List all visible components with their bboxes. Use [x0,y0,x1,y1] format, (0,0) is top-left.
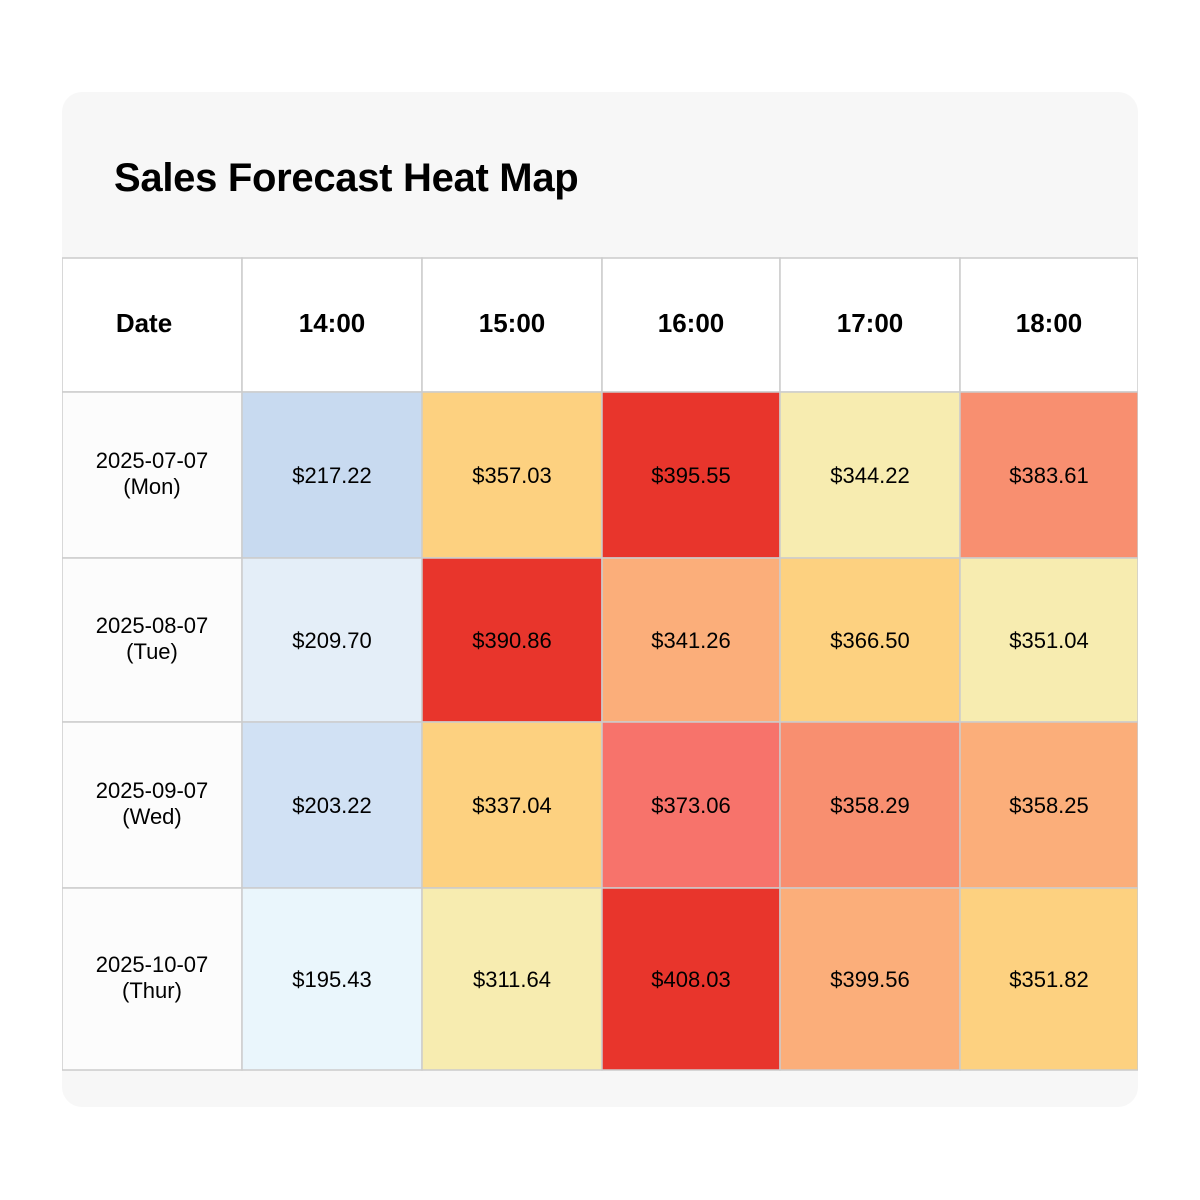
heatmap-cell [421,391,603,559]
date-cell [62,391,243,559]
column-label: 16:00 [658,308,725,338]
date-cell [62,557,243,723]
header-cell-1800 [959,257,1138,393]
date-label: 2025-08-07 [96,613,209,638]
day-label: (Mon) [123,474,180,499]
cell-value-label: $209.70 [292,628,372,653]
heatmap-grid: Date 14:00 15:00 16:00 17:00 18:002025-07-07(… [62,257,1138,1071]
date-label: 2025-07-07 [96,448,209,473]
cell-value-label: $351.04 [1009,628,1089,653]
date-cell [62,721,243,889]
column-label: 18:00 [1016,308,1083,338]
heatmap-cell [601,557,781,723]
cell-value-label: $357.03 [472,463,552,488]
column-label: 17:00 [837,308,904,338]
chart-card: Sales Forecast Heat Map Date 14:00 15:00 16… [62,92,1138,1107]
heatmap-cell [241,391,423,559]
cell-value-label: $390.86 [472,628,552,653]
cell-value-label: $344.22 [830,463,910,488]
cell-value-label: $395.55 [651,463,731,488]
cell-value-label: $217.22 [292,463,372,488]
heatmap-cell [241,721,423,889]
cell-value-label: $311.64 [473,967,551,992]
cell-value-label: $358.25 [1009,793,1089,818]
cell-value-label: $366.50 [830,628,910,653]
row-header-label: Date [116,308,172,338]
cell-value-label: $399.56 [830,967,910,992]
date-label: 2025-09-07 [96,778,209,803]
cell-value-label: $337.04 [472,793,552,818]
cell-value-label: $351.82 [1009,967,1089,992]
date-label: 2025-10-07 [96,952,209,977]
day-label: (Wed) [122,804,182,829]
cell-value-label: $195.43 [292,967,372,992]
header-cell-1500 [421,257,603,393]
heatmap-cell [241,557,423,723]
heatmap-cell [421,887,603,1071]
cell-value-label: $383.61 [1009,463,1089,488]
heatmap-cell [959,557,1138,723]
cell-value-label: $408.03 [651,967,731,992]
header-cell-date [62,257,243,393]
cell-value-label: $341.26 [651,628,731,653]
heatmap-cell [959,721,1138,889]
heatmap-cell [601,721,781,889]
heatmap-cell [959,391,1138,559]
date-cell [62,887,243,1071]
heatmap-cell [779,557,961,723]
column-label: 14:00 [299,308,366,338]
heatmap-cell [601,391,781,559]
chart-title: Sales Forecast Heat Map [114,156,579,200]
heatmap-cell [959,887,1138,1071]
day-label: (Thur) [122,978,182,1003]
cell-value-label: $203.22 [292,793,372,818]
heatmap-cell [601,887,781,1071]
heatmap-cell [421,721,603,889]
heatmap-cell [779,721,961,889]
day-label: (Tue) [126,639,178,664]
heatmap-cell [779,391,961,559]
header-cell-1700 [779,257,961,393]
header-cell-1600 [601,257,781,393]
cell-value-label: $373.06 [651,793,731,818]
heatmap-cell [421,557,603,723]
heatmap-cell [779,887,961,1071]
cell-value-label: $358.29 [830,793,910,818]
column-label: 15:00 [479,308,546,338]
